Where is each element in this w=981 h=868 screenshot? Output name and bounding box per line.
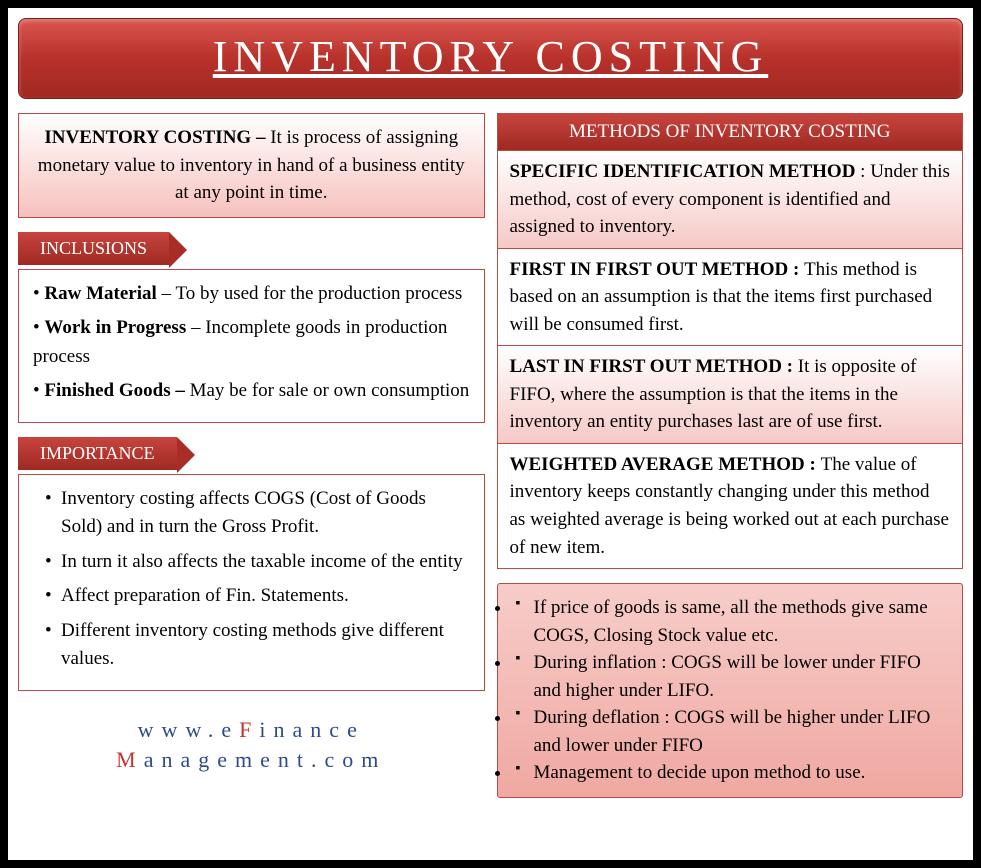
definition-term: INVENTORY COSTING –: [44, 127, 270, 148]
inclusions-box: Raw Material – To by used for the produc…: [18, 269, 485, 423]
importance-heading: IMPORTANCE: [18, 437, 177, 470]
method-row: SPECIFIC IDENTIFICATION METHOD : Under t…: [498, 150, 963, 248]
inclusions-list: Raw Material – To by used for the produc…: [33, 280, 470, 406]
definition-box: INVENTORY COSTING – It is process of ass…: [18, 113, 485, 218]
columns: INVENTORY COSTING – It is process of ass…: [18, 113, 963, 850]
notes-list: If price of goods is same, all the metho…: [512, 594, 949, 787]
list-item: Raw Material – To by used for the produc…: [33, 280, 470, 309]
list-item: Management to decide upon method to use.: [512, 759, 949, 787]
inclusions-heading: INCLUSIONS: [18, 232, 169, 265]
list-item: During inflation : COGS will be lower un…: [512, 649, 949, 704]
method-row: LAST IN FIRST OUT METHOD : It is opposit…: [498, 345, 963, 443]
list-item: During deflation : COGS will be higher u…: [512, 704, 949, 759]
method-row: WEIGHTED AVERAGE METHOD : The value of i…: [498, 443, 963, 568]
notes-box: If price of goods is same, all the metho…: [497, 583, 964, 798]
watermark: www.eFinance Management.com: [18, 715, 485, 777]
list-item: Work in Progress – Incomplete goods in p…: [33, 314, 470, 371]
importance-box: Inventory costing affects COGS (Cost of …: [18, 474, 485, 691]
method-row: FIRST IN FIRST OUT METHOD : This method …: [498, 248, 963, 346]
right-column: METHODS OF INVENTORY COSTING SPECIFIC ID…: [497, 113, 964, 850]
list-item: Affect preparation of Fin. Statements.: [33, 582, 470, 611]
importance-section: IMPORTANCE: [18, 437, 485, 474]
list-item: In turn it also affects the taxable inco…: [33, 548, 470, 577]
list-item: Inventory costing affects COGS (Cost of …: [33, 485, 470, 542]
page-title: INVENTORY COSTING: [19, 31, 962, 82]
inclusions-section: INCLUSIONS: [18, 232, 485, 269]
list-item: Finished Goods – May be for sale or own …: [33, 377, 470, 406]
left-column: INVENTORY COSTING – It is process of ass…: [18, 113, 485, 850]
methods-heading: METHODS OF INVENTORY COSTING: [498, 114, 963, 150]
methods-table: METHODS OF INVENTORY COSTING SPECIFIC ID…: [497, 113, 964, 569]
list-item: If price of goods is same, all the metho…: [512, 594, 949, 649]
importance-list: Inventory costing affects COGS (Cost of …: [33, 485, 470, 674]
list-item: Different inventory costing methods give…: [33, 617, 470, 674]
page: INVENTORY COSTING INVENTORY COSTING – It…: [8, 8, 973, 860]
title-banner: INVENTORY COSTING: [18, 18, 963, 99]
